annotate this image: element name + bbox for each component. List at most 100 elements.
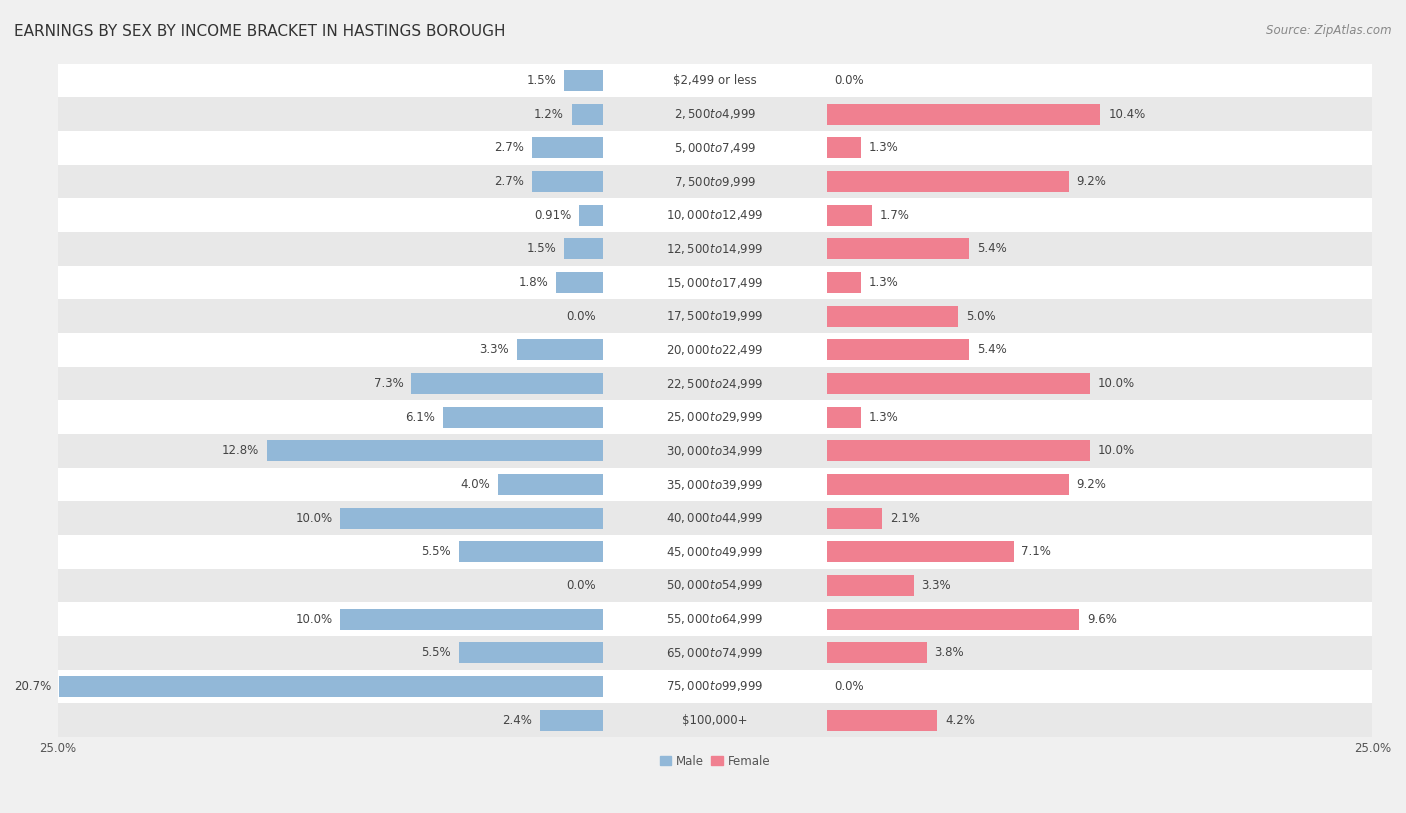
Text: 9.6%: 9.6%	[1087, 613, 1116, 626]
Bar	[58, 502, 1372, 535]
Bar	[827, 642, 927, 663]
Bar	[58, 703, 1372, 737]
Text: 10.0%: 10.0%	[1098, 445, 1135, 458]
Text: $10,000 to $12,499: $10,000 to $12,499	[666, 208, 763, 222]
Text: $12,500 to $14,999: $12,500 to $14,999	[666, 242, 763, 256]
Bar	[58, 602, 1372, 636]
Text: 1.8%: 1.8%	[519, 276, 548, 289]
Text: 0.0%: 0.0%	[835, 680, 865, 693]
Text: $75,000 to $99,999: $75,000 to $99,999	[666, 680, 763, 693]
Text: 10.4%: 10.4%	[1108, 108, 1146, 121]
Text: 2.7%: 2.7%	[495, 175, 524, 188]
Bar	[267, 441, 603, 461]
Text: $15,000 to $17,499: $15,000 to $17,499	[666, 276, 763, 289]
Text: $17,500 to $19,999: $17,500 to $19,999	[666, 309, 763, 324]
Text: 9.2%: 9.2%	[1077, 175, 1107, 188]
Bar	[516, 340, 603, 360]
Text: 12.8%: 12.8%	[222, 445, 259, 458]
Bar	[827, 172, 1069, 192]
Bar	[58, 198, 1372, 232]
Bar	[564, 238, 603, 259]
Bar	[58, 467, 1372, 502]
Bar	[340, 508, 603, 528]
Text: 3.3%: 3.3%	[479, 343, 509, 356]
Bar	[827, 340, 969, 360]
Text: $35,000 to $39,999: $35,000 to $39,999	[666, 477, 763, 492]
Text: 1.3%: 1.3%	[869, 411, 898, 424]
Bar	[827, 238, 969, 259]
Bar	[58, 568, 1372, 602]
Text: 5.4%: 5.4%	[977, 242, 1007, 255]
Text: 0.0%: 0.0%	[565, 310, 595, 323]
Bar	[58, 131, 1372, 165]
Bar	[458, 642, 603, 663]
Text: 6.1%: 6.1%	[405, 411, 434, 424]
Bar	[564, 70, 603, 91]
Bar	[533, 172, 603, 192]
Bar	[827, 373, 1090, 394]
Bar	[58, 165, 1372, 198]
Bar	[572, 104, 603, 124]
Text: 7.3%: 7.3%	[374, 377, 404, 390]
Text: 3.3%: 3.3%	[921, 579, 950, 592]
Bar	[58, 299, 1372, 333]
Bar	[827, 306, 959, 327]
Text: 5.5%: 5.5%	[422, 646, 451, 659]
Bar	[59, 676, 603, 697]
Bar	[827, 406, 860, 428]
Text: 1.5%: 1.5%	[526, 242, 555, 255]
Bar	[58, 400, 1372, 434]
Bar	[340, 609, 603, 629]
Text: 9.2%: 9.2%	[1077, 478, 1107, 491]
Text: 2.4%: 2.4%	[502, 714, 533, 727]
Text: 1.3%: 1.3%	[869, 141, 898, 154]
Bar	[827, 441, 1090, 461]
Bar	[412, 373, 603, 394]
Text: 1.7%: 1.7%	[879, 209, 910, 222]
Text: $40,000 to $44,999: $40,000 to $44,999	[666, 511, 763, 525]
Bar	[827, 609, 1080, 629]
Text: 10.0%: 10.0%	[295, 613, 332, 626]
Text: 3.8%: 3.8%	[935, 646, 965, 659]
Text: $5,000 to $7,499: $5,000 to $7,499	[673, 141, 756, 155]
Text: 20.7%: 20.7%	[14, 680, 51, 693]
Text: $20,000 to $22,499: $20,000 to $22,499	[666, 343, 763, 357]
Bar	[827, 205, 872, 226]
Bar	[540, 710, 603, 731]
Text: $65,000 to $74,999: $65,000 to $74,999	[666, 646, 763, 660]
Text: $50,000 to $54,999: $50,000 to $54,999	[666, 579, 763, 593]
Text: 7.1%: 7.1%	[1021, 546, 1052, 559]
Text: 5.4%: 5.4%	[977, 343, 1007, 356]
Text: EARNINGS BY SEX BY INCOME BRACKET IN HASTINGS BOROUGH: EARNINGS BY SEX BY INCOME BRACKET IN HAS…	[14, 24, 506, 39]
Text: 5.5%: 5.5%	[422, 546, 451, 559]
Bar	[579, 205, 603, 226]
Text: $22,500 to $24,999: $22,500 to $24,999	[666, 376, 763, 390]
Text: 5.0%: 5.0%	[966, 310, 995, 323]
Text: 2.7%: 2.7%	[495, 141, 524, 154]
Bar	[58, 670, 1372, 703]
Bar	[498, 474, 603, 495]
Bar	[533, 137, 603, 159]
Text: 0.0%: 0.0%	[835, 74, 865, 87]
Bar	[58, 232, 1372, 266]
Bar	[827, 272, 860, 293]
Legend: Male, Female: Male, Female	[659, 755, 770, 768]
Text: $7,500 to $9,999: $7,500 to $9,999	[673, 175, 756, 189]
Bar	[458, 541, 603, 563]
Text: 0.0%: 0.0%	[565, 579, 595, 592]
Text: $45,000 to $49,999: $45,000 to $49,999	[666, 545, 763, 559]
Text: 4.0%: 4.0%	[461, 478, 491, 491]
Text: 4.2%: 4.2%	[945, 714, 974, 727]
Bar	[827, 541, 1014, 563]
Bar	[58, 434, 1372, 467]
Bar	[58, 63, 1372, 98]
Bar	[827, 710, 938, 731]
Text: 1.5%: 1.5%	[526, 74, 555, 87]
Text: 1.2%: 1.2%	[534, 108, 564, 121]
Bar	[58, 636, 1372, 670]
Text: $2,500 to $4,999: $2,500 to $4,999	[673, 107, 756, 121]
Bar	[827, 575, 914, 596]
Bar	[58, 333, 1372, 367]
Text: $2,499 or less: $2,499 or less	[673, 74, 756, 87]
Text: $100,000+: $100,000+	[682, 714, 748, 727]
